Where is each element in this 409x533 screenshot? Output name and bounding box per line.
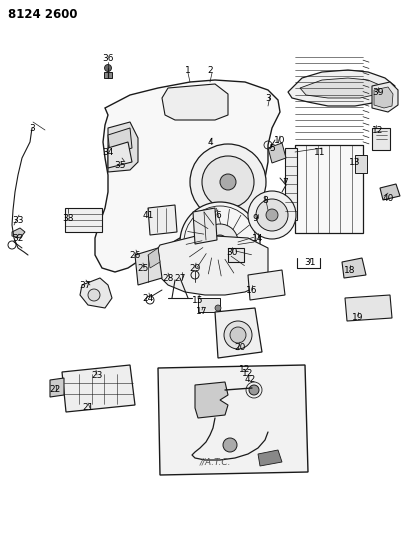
Polygon shape [162,84,227,120]
Polygon shape [135,248,162,285]
Bar [371,128,389,150]
Text: 19: 19 [351,313,363,322]
Polygon shape [371,82,397,112]
Circle shape [180,202,259,282]
Text: 30: 30 [226,247,237,256]
Polygon shape [299,78,381,98]
Polygon shape [108,128,132,155]
Circle shape [202,224,237,260]
Text: 21: 21 [82,403,94,413]
Bar [227,248,243,262]
Text: 34: 34 [102,148,113,157]
Circle shape [247,191,295,239]
Text: 32: 32 [12,233,24,243]
Polygon shape [95,80,279,272]
Bar [294,145,362,233]
Circle shape [214,305,220,311]
Polygon shape [247,270,284,300]
Text: 25: 25 [137,263,148,272]
Text: 22: 22 [49,385,61,394]
Text: 29: 29 [189,263,200,272]
Polygon shape [257,450,281,466]
Circle shape [223,321,252,349]
Polygon shape [344,295,391,321]
Text: 41: 41 [142,211,153,220]
Text: 40: 40 [381,193,393,203]
Text: 12: 12 [371,125,383,134]
Polygon shape [157,365,307,475]
Text: 27: 27 [174,273,185,282]
Text: 26: 26 [129,251,140,260]
Text: 39: 39 [371,87,383,96]
Text: 28: 28 [162,273,173,282]
Bar [198,298,220,312]
Polygon shape [108,122,138,172]
Polygon shape [193,208,216,244]
Text: 1: 1 [185,66,191,75]
Circle shape [265,209,277,221]
Text: 16: 16 [246,286,257,295]
Circle shape [189,144,265,220]
Text: 35: 35 [114,160,126,169]
Text: 8: 8 [261,196,267,205]
Circle shape [202,156,254,208]
Circle shape [222,438,236,452]
Polygon shape [65,208,102,232]
Polygon shape [214,308,261,358]
Polygon shape [379,184,399,200]
Text: 17: 17 [196,308,207,317]
Text: 36: 36 [102,53,113,62]
Text: 18: 18 [344,265,355,274]
Text: 24: 24 [142,294,153,303]
Text: 6: 6 [215,211,220,220]
Polygon shape [341,258,365,278]
Text: 2: 2 [207,66,212,75]
Polygon shape [108,142,132,168]
Text: 5: 5 [268,143,274,152]
Polygon shape [80,278,112,308]
Polygon shape [50,378,64,397]
Text: 37: 37 [79,280,90,289]
Text: 9: 9 [252,214,257,222]
Text: 15: 15 [192,295,203,304]
Text: 38: 38 [62,214,74,222]
Polygon shape [195,382,227,418]
Circle shape [248,385,258,395]
Polygon shape [148,205,177,235]
Text: 13: 13 [348,157,360,166]
Bar [284,148,296,220]
Text: 11: 11 [313,148,325,157]
Polygon shape [104,72,112,78]
Polygon shape [287,70,394,106]
Circle shape [213,235,227,249]
Text: 4: 4 [207,138,212,147]
Polygon shape [62,365,135,412]
Circle shape [255,199,287,231]
Text: 42: 42 [244,376,255,384]
Text: 20: 20 [234,343,245,352]
Bar [354,155,366,173]
Polygon shape [373,87,392,108]
Circle shape [220,174,236,190]
Text: 23: 23 [91,370,102,379]
Text: //A.T.C.: //A.T.C. [200,457,231,466]
Circle shape [229,327,245,343]
Text: 3: 3 [265,93,270,102]
Text: 33: 33 [12,215,24,224]
Text: 14: 14 [252,233,263,243]
Text: 7: 7 [281,177,287,187]
Text: 12: 12 [239,366,250,375]
Text: 12: 12 [242,368,253,377]
Circle shape [104,64,111,71]
Circle shape [88,289,100,301]
Text: 31: 31 [303,257,315,266]
Polygon shape [267,143,285,163]
Text: 8124 2600: 8124 2600 [8,7,77,20]
Text: 10: 10 [274,135,285,144]
Polygon shape [12,228,25,238]
Polygon shape [152,235,267,295]
Text: 3: 3 [29,124,35,133]
Polygon shape [148,248,160,268]
